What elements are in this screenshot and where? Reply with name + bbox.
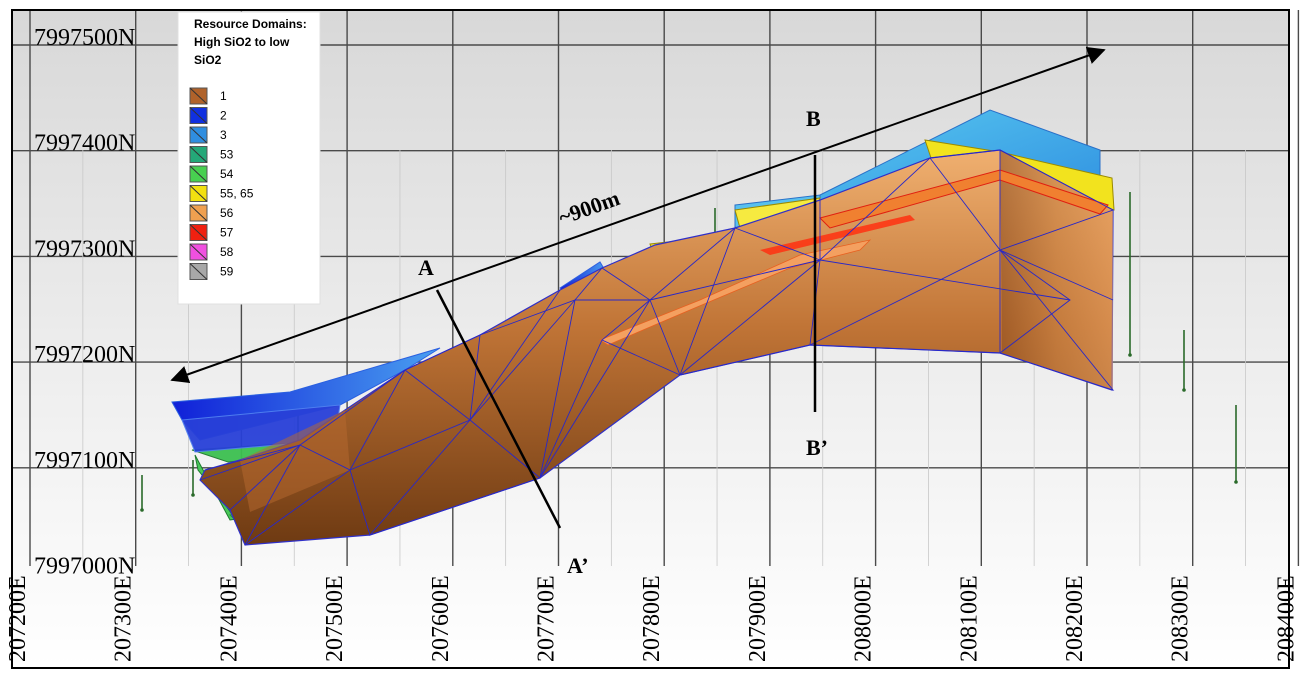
easting-label: 207300E: [111, 575, 137, 662]
northing-label: 7997500N: [34, 25, 135, 51]
easting-label: 208100E: [956, 575, 982, 662]
drillhole-collar: [1234, 480, 1238, 484]
drillhole-collar: [1128, 353, 1132, 357]
legend-swatch-hatch: [189, 185, 208, 202]
section-a-end-label: A’: [567, 553, 589, 578]
legend-item-label: 2: [220, 109, 227, 123]
legend-swatch-hatch: [189, 165, 208, 183]
northing-label: 7997000N: [34, 554, 135, 580]
legend-item: 56: [189, 204, 234, 222]
easting-label: 208200E: [1062, 575, 1088, 662]
legend-item-label: 53: [220, 148, 234, 162]
distance-arrow: [170, 46, 1106, 384]
legend-item-label: 54: [220, 167, 234, 181]
legend-item-label: 3: [220, 128, 227, 142]
legend-swatch-hatch: [189, 224, 208, 241]
northing-label: 7997100N: [34, 448, 135, 474]
drillhole-collar: [191, 493, 195, 497]
legend-swatch-hatch: [189, 204, 208, 222]
map-frame: [11, 9, 1290, 669]
drillhole-collar: [140, 508, 144, 512]
northing-label: 7997400N: [34, 131, 135, 157]
legend-item-label: 55, 65: [220, 187, 254, 201]
legend-item-label: 56: [220, 206, 234, 220]
legend-item-label: 58: [220, 245, 234, 259]
legend-item: 1: [189, 87, 227, 105]
easting-label: 207700E: [534, 575, 560, 662]
easting-labels: 207200E 207300E 207400E 207500E 207600E 20770…: [5, 575, 1299, 662]
easting-label: 208300E: [1168, 575, 1194, 662]
easting-label: 207900E: [745, 575, 771, 662]
northing-label: 7997200N: [34, 342, 135, 368]
legend-item: 58: [189, 243, 234, 261]
easting-label: 207600E: [428, 575, 454, 662]
easting-label: 207800E: [639, 575, 665, 662]
drillhole-collar: [1182, 388, 1186, 392]
legend-item: 53: [189, 146, 234, 163]
legend-swatch-hatch: [189, 243, 208, 261]
legend-item: 2: [189, 107, 227, 124]
legend-item-label: 1: [220, 89, 227, 103]
legend-item: 3: [189, 126, 227, 144]
legend-items: 1 2 3 53 54 55, 65 56 57 58 59: [189, 87, 254, 280]
legend-title-line-1: Resource Domains:: [194, 17, 307, 31]
legend-item: 54: [189, 165, 234, 183]
northing-labels: 7997500N 7997400N 7997300N 7997200N 7997100N…: [34, 25, 135, 684]
legend-title-line-3: SiO2: [194, 53, 222, 67]
legend-item: 57: [189, 224, 234, 241]
legend-item: 59: [189, 263, 234, 280]
easting-label: 208000E: [851, 575, 877, 662]
legend-item-label: 59: [220, 265, 234, 279]
easting-label: 208400E: [1273, 575, 1299, 662]
northing-label: 7997300N: [34, 236, 135, 262]
easting-label: 207500E: [322, 575, 348, 662]
legend-swatch-hatch: [189, 126, 208, 144]
legend-swatch-hatch: [189, 107, 208, 124]
legend-item-label: 57: [220, 226, 234, 240]
section-b-end-label: B’: [806, 435, 828, 460]
section-b-start-label: B: [806, 106, 821, 131]
easting-label: 207200E: [5, 575, 31, 662]
legend-swatch-hatch: [189, 146, 208, 163]
legend-item: 55, 65: [189, 185, 254, 202]
legend-swatch-hatch: [189, 87, 208, 105]
section-line-a: [435, 289, 562, 529]
easting-label: 207400E: [216, 575, 242, 662]
section-a-start-label: A: [418, 255, 434, 280]
legend-swatch-hatch: [189, 263, 208, 280]
legend-title-line-2: High SiO2 to low: [194, 35, 290, 49]
legend: Resource Domains: High SiO2 to low SiO2 …: [177, 11, 321, 305]
